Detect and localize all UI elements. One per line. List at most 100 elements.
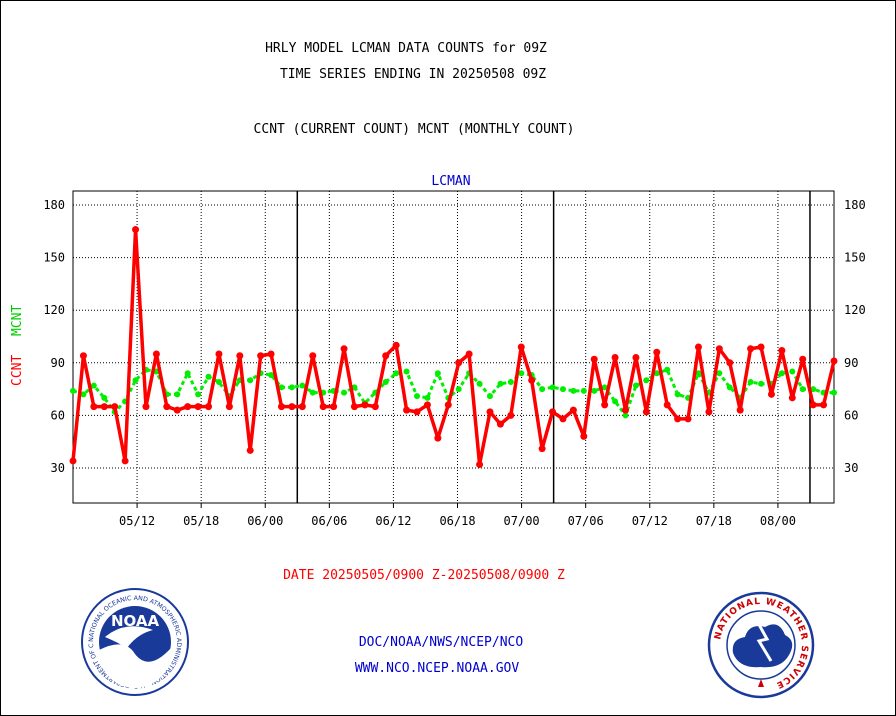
data-point-ccnt — [215, 350, 223, 358]
data-point-ccnt — [413, 408, 421, 416]
data-point-ccnt — [830, 357, 838, 365]
data-point-ccnt — [288, 403, 296, 411]
data-point-ccnt — [476, 460, 484, 468]
y-tick-label-right: 30 — [844, 461, 858, 475]
data-point-ccnt — [538, 445, 546, 453]
y-tick-label-left: 180 — [43, 198, 65, 212]
data-point-ccnt — [173, 406, 181, 414]
data-point-ccnt — [788, 394, 796, 402]
data-point-ccnt — [663, 401, 671, 409]
data-point-ccnt — [674, 415, 682, 423]
data-point-mcnt — [716, 370, 723, 377]
data-point-ccnt — [403, 406, 411, 414]
data-point-ccnt — [528, 376, 536, 384]
data-point-ccnt — [507, 411, 515, 419]
data-point-mcnt — [622, 412, 629, 419]
data-point-ccnt — [350, 403, 358, 411]
y-tick-label-left: 30 — [51, 461, 65, 475]
data-point-ccnt — [371, 403, 379, 411]
data-point-mcnt — [205, 373, 212, 380]
data-point-mcnt — [778, 370, 785, 377]
data-point-mcnt — [664, 366, 671, 373]
y-tick-label-right: 180 — [844, 198, 866, 212]
data-point-ccnt — [736, 406, 744, 414]
org-path-text: DOC/NOAA/NWS/NCEP/NCO — [359, 635, 524, 650]
data-point-ccnt — [142, 403, 150, 411]
data-point-mcnt — [570, 387, 577, 394]
data-point-mcnt — [559, 386, 566, 393]
data-point-ccnt — [361, 401, 369, 409]
data-point-mcnt — [601, 384, 608, 391]
data-point-mcnt — [424, 394, 431, 401]
data-point-mcnt — [403, 368, 410, 375]
data-point-mcnt — [632, 382, 639, 389]
x-tick-label: 05/12 — [119, 514, 155, 528]
data-point-mcnt — [215, 379, 222, 386]
x-tick-label: 08/00 — [760, 514, 796, 528]
data-point-ccnt — [194, 403, 202, 411]
data-point-mcnt — [758, 380, 765, 387]
data-point-mcnt — [789, 368, 796, 375]
data-point-mcnt — [539, 386, 546, 393]
data-point-ccnt — [715, 345, 723, 353]
data-point-mcnt — [278, 384, 285, 391]
date-range-label: DATE 20250505/0900 Z-20250508/0900 Z — [283, 568, 565, 583]
data-point-ccnt — [767, 390, 775, 398]
y-tick-label-right: 150 — [844, 251, 866, 265]
data-point-mcnt — [549, 384, 556, 391]
data-point-mcnt — [132, 377, 139, 384]
data-point-ccnt — [726, 359, 734, 367]
data-point-ccnt — [611, 354, 619, 362]
data-point-ccnt — [705, 408, 713, 416]
data-point-ccnt — [267, 350, 275, 358]
x-tick-label: 06/06 — [311, 514, 347, 528]
data-point-mcnt — [247, 377, 254, 384]
data-point-ccnt — [559, 415, 567, 423]
data-point-mcnt — [195, 391, 202, 398]
data-point-ccnt — [444, 401, 452, 409]
data-point-mcnt — [518, 370, 525, 377]
y-tick-label-right: 120 — [844, 303, 866, 317]
y-tick-label-right: 90 — [844, 356, 858, 370]
data-point-mcnt — [184, 370, 191, 377]
data-point-mcnt — [268, 372, 275, 379]
data-point-ccnt — [184, 403, 192, 411]
data-point-ccnt — [298, 403, 306, 411]
data-point-ccnt — [590, 355, 598, 363]
data-point-ccnt — [799, 355, 807, 363]
data-point-ccnt — [601, 401, 609, 409]
data-point-ccnt — [642, 408, 650, 416]
y-tick-label-left: 60 — [51, 408, 65, 422]
chart-title-line1: HRLY MODEL LCMAN DATA COUNTS for 09Z — [265, 41, 547, 56]
data-point-mcnt — [309, 389, 316, 396]
data-point-ccnt — [257, 352, 265, 360]
y-tick-label-right: 60 — [844, 408, 858, 422]
data-point-mcnt — [101, 394, 108, 401]
data-point-ccnt — [517, 343, 525, 351]
noaa-logo: NATIONAL OCEANIC AND ATMOSPHERIC ADMINIS… — [81, 588, 189, 696]
data-point-mcnt — [414, 393, 421, 400]
data-point-ccnt — [111, 403, 119, 411]
data-point-mcnt — [90, 382, 97, 389]
data-point-ccnt — [496, 420, 504, 428]
data-point-ccnt — [580, 432, 588, 440]
data-point-mcnt — [799, 386, 806, 393]
data-point-ccnt — [100, 403, 108, 411]
data-point-ccnt — [236, 352, 244, 360]
x-tick-label: 07/06 — [568, 514, 604, 528]
data-point-mcnt — [653, 370, 660, 377]
x-tick-label: 06/00 — [247, 514, 283, 528]
data-point-ccnt — [486, 408, 494, 416]
data-point-mcnt — [70, 387, 76, 394]
data-point-mcnt — [695, 370, 702, 377]
data-point-mcnt — [747, 379, 754, 386]
data-point-mcnt — [382, 379, 389, 386]
data-point-mcnt — [612, 398, 619, 405]
data-point-ccnt — [163, 403, 171, 411]
data-point-ccnt — [392, 341, 400, 349]
data-point-ccnt — [330, 403, 338, 411]
data-point-mcnt — [288, 384, 295, 391]
data-point-ccnt — [309, 352, 317, 360]
x-tick-label: 07/18 — [696, 514, 732, 528]
